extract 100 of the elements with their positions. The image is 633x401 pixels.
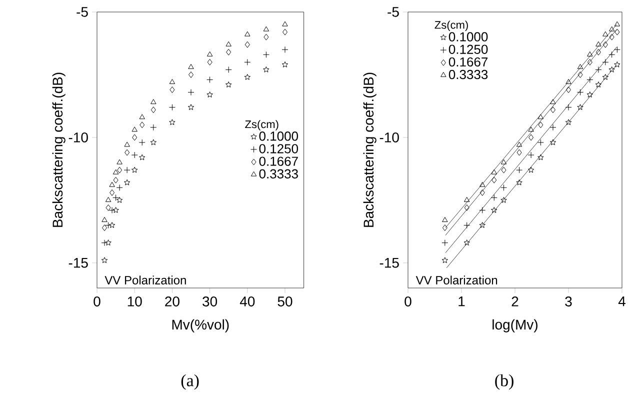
legend-title: Zs(cm) [434,20,468,31]
legend-label: 0.1667 [259,156,298,166]
point [188,104,194,110]
point [608,26,615,32]
point [124,142,130,147]
point [491,206,498,213]
point [516,149,522,156]
point [596,41,602,46]
point [105,240,112,246]
point [464,222,470,229]
legend-label: 0.1250 [448,44,488,54]
x-tick-label: 20 [165,296,180,306]
x-axis-title: Mv(%vol) [172,319,229,332]
point [262,51,270,58]
point [169,119,176,126]
point [112,194,120,201]
point [105,222,112,229]
x-tick-label: 3 [565,296,572,306]
point [490,194,498,201]
point [101,240,108,246]
point [538,154,544,160]
point [263,66,270,72]
point [117,166,122,174]
legend-label: 0.3333 [448,70,488,80]
point [116,184,123,191]
legend-label: 0.1250 [259,144,298,154]
point [124,149,130,156]
point [614,61,620,68]
point [537,139,544,146]
point [282,21,288,26]
x-tick-label: 1 [458,296,465,306]
legend-label: 0.3333 [259,169,298,178]
x-tick-label: 10 [128,296,142,306]
point [225,82,232,88]
point [139,114,145,120]
point [116,196,123,203]
x-tick-label: 2 [512,296,518,306]
point [124,179,130,186]
point [500,196,507,203]
point [516,179,522,186]
point [528,166,534,173]
point [565,104,572,111]
point [602,58,609,66]
point [602,31,608,36]
point [464,204,470,211]
point [282,46,288,53]
legend-label: 0.1000 [259,132,298,141]
point [566,78,572,84]
point [595,66,602,73]
point [479,206,486,214]
point [464,240,470,246]
point [244,31,250,36]
point [480,189,485,196]
point [206,92,213,98]
point [131,152,138,158]
point [528,134,534,141]
point [586,76,594,83]
point [577,64,584,69]
text: (b) [495,374,514,390]
point [139,154,146,160]
point [116,159,122,164]
point [110,189,115,196]
annotation: VV Polarization [104,276,186,284]
point [586,92,593,98]
point [608,66,615,72]
legend-label: 0.1667 [448,57,488,67]
point [479,222,486,228]
point [101,257,108,264]
point [602,41,608,48]
point [244,74,250,80]
point [168,104,176,111]
point [538,114,544,120]
point [188,64,194,69]
point [113,176,118,184]
legend-title: Zs(cm) [245,120,278,130]
annotation: VV Polarization [416,276,498,284]
y-tick-label: -10 [380,132,399,142]
point [442,216,448,222]
point [538,122,544,128]
point [132,134,138,141]
x-tick-label: 0 [94,296,100,306]
point [528,126,534,132]
point [550,99,556,104]
point [106,204,111,211]
point [150,139,157,146]
point [614,46,620,53]
point [500,159,507,164]
point [150,99,156,104]
point [188,71,194,78]
point [282,28,288,36]
point [132,166,138,173]
x-axis-title: log(Mv) [492,319,538,332]
point [550,106,556,114]
point [207,58,212,66]
x-tick-label: 0 [404,296,412,306]
point [112,169,119,174]
point [124,166,130,174]
y-tick-label: -15 [380,258,399,268]
point [500,184,508,191]
x-tick-label: 50 [278,296,292,306]
